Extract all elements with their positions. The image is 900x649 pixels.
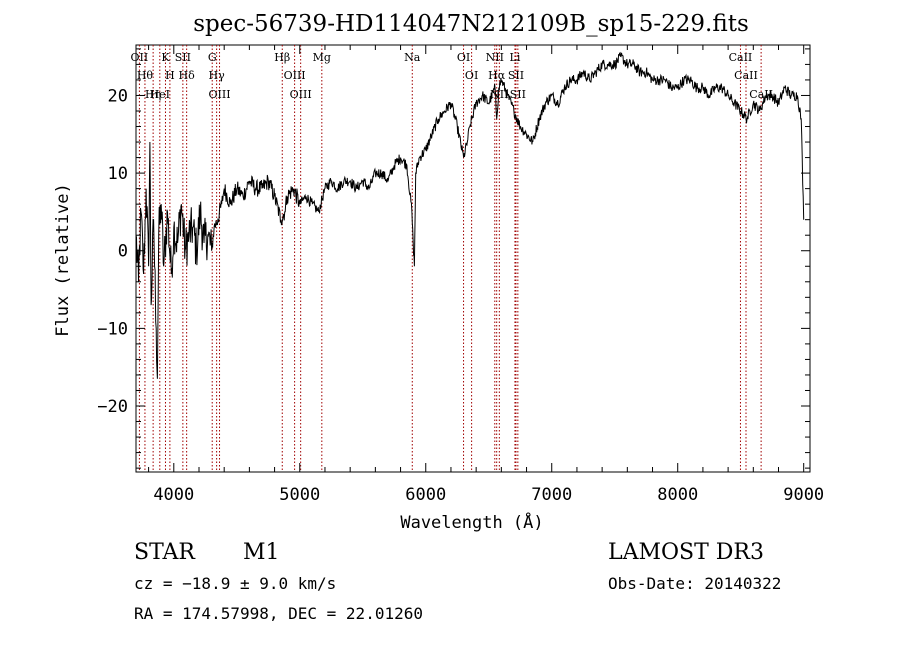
line-marker-label: HeI: [150, 88, 170, 101]
y-tick-label: −10: [97, 319, 128, 339]
survey-name: LAMOST DR3: [608, 540, 764, 565]
redshift-velocity: cz = −18.9 ± 9.0 km/s: [134, 574, 337, 593]
x-tick-label: 9000: [783, 485, 824, 505]
line-marker-label: SII: [175, 51, 191, 64]
y-tick-label: 10: [108, 164, 128, 184]
line-marker-label: H: [165, 69, 175, 82]
spectrum-series: [135, 51, 805, 379]
line-marker-label: NII: [486, 51, 504, 64]
plot-frame: [135, 44, 811, 473]
line-marker-label: OIII: [284, 69, 306, 82]
spectrum-line: [135, 51, 805, 379]
line-marker-label: NII: [490, 88, 508, 101]
observation-date: Obs-Date: 20140322: [608, 574, 782, 593]
x-tick-label: 5000: [279, 485, 320, 505]
line-marker-label: OIII: [290, 88, 312, 101]
line-marker-label: Hβ: [274, 51, 290, 64]
y-tick-label: 0: [118, 242, 128, 262]
y-tick-label: 20: [108, 86, 128, 106]
line-marker-label: SII: [508, 69, 524, 82]
line-marker-label: CaII: [729, 51, 753, 64]
line-marker-label: Hα: [488, 69, 506, 82]
line-marker-label: OI: [457, 51, 470, 64]
line-marker-label: Hη: [145, 88, 161, 101]
line-marker-label: CaII: [734, 69, 758, 82]
line-marker-label: Li: [510, 51, 521, 64]
line-marker-label: Mg: [313, 51, 331, 64]
line-marker-label: G: [208, 51, 217, 64]
line-marker-label: Na: [404, 51, 421, 64]
line-marker-label: Hδ: [179, 69, 196, 82]
y-axis: −20 −10 0 10 20: [97, 48, 810, 469]
x-tick-label: 8000: [657, 485, 698, 505]
object-class: STAR: [134, 540, 195, 565]
spectrum-chart: spec-56739-HD114047N212109B_sp15-229.fit…: [53, 11, 824, 533]
object-subclass: M1: [243, 540, 280, 565]
chart-title: spec-56739-HD114047N212109B_sp15-229.fit…: [193, 11, 749, 37]
x-axis-label: Wavelength (Å): [400, 511, 543, 533]
x-tick-label: 4000: [153, 485, 194, 505]
line-marker-label: OIII: [208, 88, 230, 101]
line-marker-label: Hγ: [209, 69, 226, 82]
line-marker-label: OI: [465, 69, 478, 82]
x-tick-label: 6000: [405, 485, 446, 505]
x-axis: 4000 5000 6000 7000 8000 9000: [148, 45, 824, 505]
line-marker-label: SII: [510, 88, 526, 101]
coordinates: RA = 174.57998, DEC = 22.01260: [134, 604, 423, 623]
y-tick-label: −20: [97, 397, 128, 417]
x-tick-label: 7000: [531, 485, 572, 505]
y-axis-label: Flux (relative): [53, 183, 73, 337]
line-marker-label: K: [161, 51, 170, 64]
line-marker-label: Hθ: [137, 69, 154, 82]
line-marker-label: OII: [131, 51, 149, 64]
